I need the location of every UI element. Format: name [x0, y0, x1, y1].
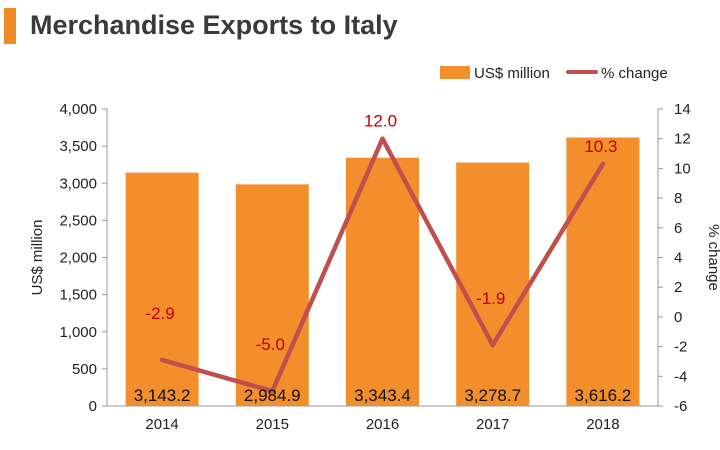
bar-value-label: 3,343.4: [354, 386, 411, 405]
bar-value-label: 3,278.7: [464, 386, 521, 405]
legend-swatch-bars: [440, 66, 470, 79]
y2-axis-title: % change: [705, 224, 720, 291]
right-tick-label: 14: [674, 101, 691, 118]
point-pct-change-2016: [380, 136, 385, 141]
left-tick-label: 1,000: [59, 324, 97, 341]
left-tick-label: 1,500: [59, 287, 97, 304]
left-tick-label: 0: [89, 398, 97, 415]
right-tick-label: -4: [674, 368, 687, 385]
right-tick-label: 0: [674, 309, 682, 326]
point-pct-change-2015: [270, 388, 275, 394]
right-tick-label: 6: [674, 220, 682, 237]
bar-2017: [456, 162, 530, 406]
x-tick-label: 2017: [476, 416, 509, 433]
right-tick-label: 12: [674, 131, 691, 148]
line-value-label: 12.0: [364, 112, 397, 131]
title-accent-bar: [4, 8, 16, 44]
x-tick-label: 2014: [145, 416, 178, 433]
legend-label-line: % change: [601, 65, 668, 82]
right-tick-label: -2: [674, 339, 687, 356]
left-tick-label: 2,500: [59, 212, 97, 229]
point-pct-change-2017: [490, 342, 495, 348]
x-tick-label: 2015: [256, 416, 289, 433]
right-tick-label: 8: [674, 190, 682, 207]
left-tick-label: 500: [72, 361, 97, 378]
right-tick-label: 4: [674, 250, 682, 267]
left-tick-label: 4,000: [59, 101, 97, 118]
right-tick-label: 2: [674, 279, 682, 296]
line-value-label: -1.9: [476, 289, 505, 308]
y-axis-title: US$ million: [29, 220, 46, 296]
line-value-label: -5.0: [256, 335, 285, 354]
left-tick-label: 3,500: [59, 138, 97, 155]
bar-value-label: 2,984.9: [244, 386, 301, 405]
x-tick-label: 2016: [366, 416, 399, 433]
x-tick-label: 2018: [586, 416, 619, 433]
right-tick-label: -6: [674, 398, 687, 415]
bar-value-label: 3,143.2: [134, 386, 191, 405]
line-value-label: -2.9: [145, 304, 174, 323]
legend-label-bars: US$ million: [474, 65, 550, 82]
point-pct-change-2014: [159, 357, 165, 363]
left-tick-label: 2,000: [59, 250, 97, 267]
left-tick-label: 3,000: [59, 175, 97, 192]
line-value-label: 10.3: [584, 137, 617, 156]
chart-title: Merchandise Exports to Italy: [30, 10, 398, 40]
bar-value-label: 3,616.2: [575, 386, 632, 405]
bar-2015: [235, 184, 309, 406]
bar-2018: [566, 137, 640, 407]
right-tick-label: 10: [674, 160, 691, 177]
point-pct-change-2018: [600, 161, 606, 167]
bar-2014: [125, 172, 199, 406]
